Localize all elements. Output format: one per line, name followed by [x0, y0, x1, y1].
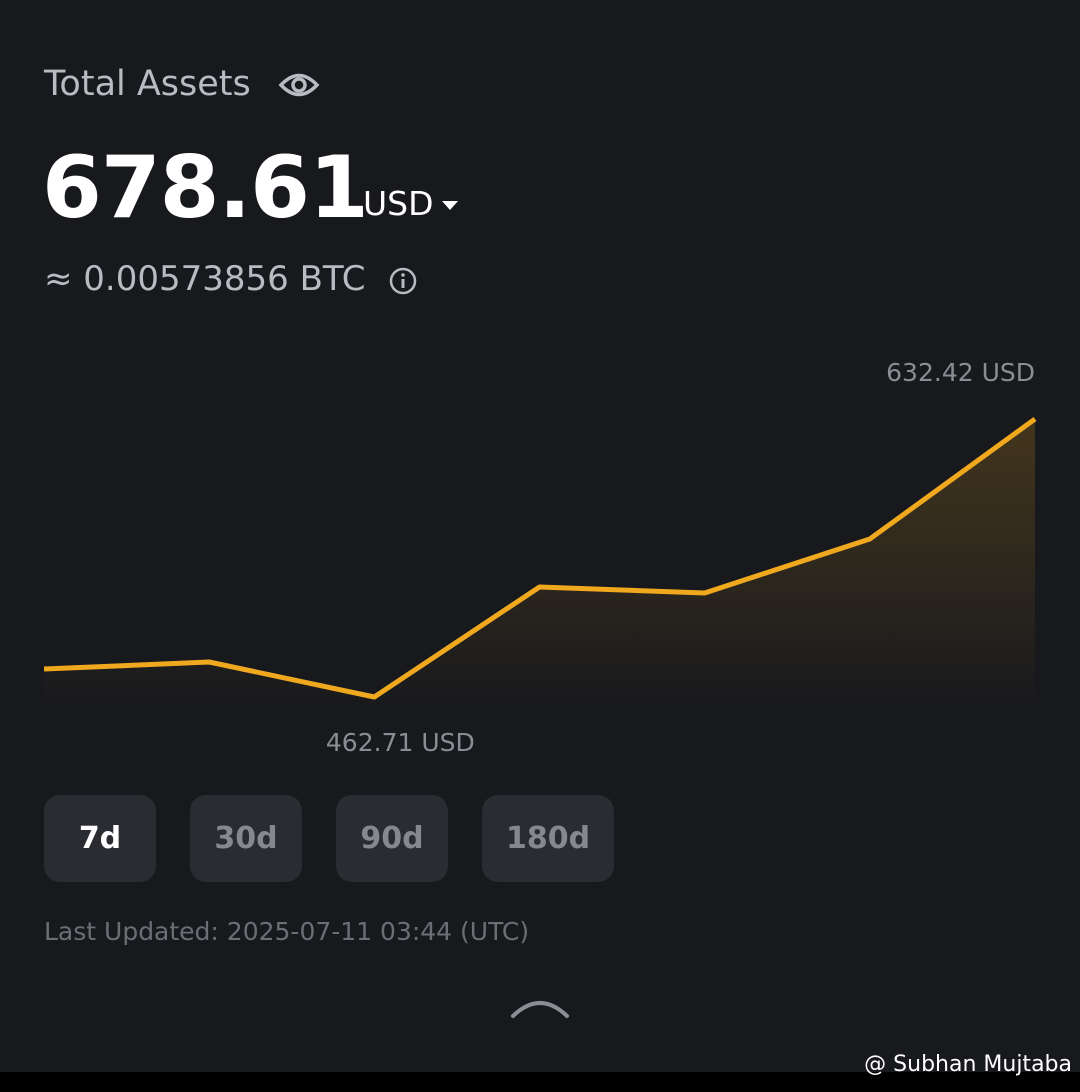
- range-buttons: 7d 30d 90d 180d: [44, 795, 615, 882]
- chart: 462.71 USD 632.42 USD: [43, 358, 1037, 757]
- area: [44, 419, 1035, 712]
- dropdown-icon: [441, 201, 458, 210]
- range-button[interactable]: 180d: [482, 795, 615, 882]
- eye-icon[interactable]: [278, 66, 320, 104]
- watermark: @ Subhan Mujtaba: [864, 1052, 1072, 1077]
- collapse-icon[interactable]: [510, 994, 570, 1020]
- range-button[interactable]: 30d: [190, 795, 302, 882]
- range-button[interactable]: 7d: [44, 795, 156, 882]
- bottom-bar: [0, 1072, 1080, 1092]
- last-updated: Last Updated: 2025-07-11 03:44 (UTC): [44, 917, 530, 946]
- value-label: 632.42 USD: [886, 358, 1035, 387]
- line: [43, 416, 1037, 700]
- title: Total Assets: [44, 64, 251, 104]
- range-button[interactable]: 90d: [336, 795, 448, 882]
- balance: 678.61: [42, 138, 369, 238]
- currency-selector[interactable]: USD: [363, 184, 462, 223]
- currency: USD: [363, 184, 434, 223]
- info-icon[interactable]: [388, 266, 418, 296]
- btc-equivalent: ≈ 0.00573856 BTC: [44, 259, 366, 299]
- value-label: 462.71 USD: [326, 728, 475, 757]
